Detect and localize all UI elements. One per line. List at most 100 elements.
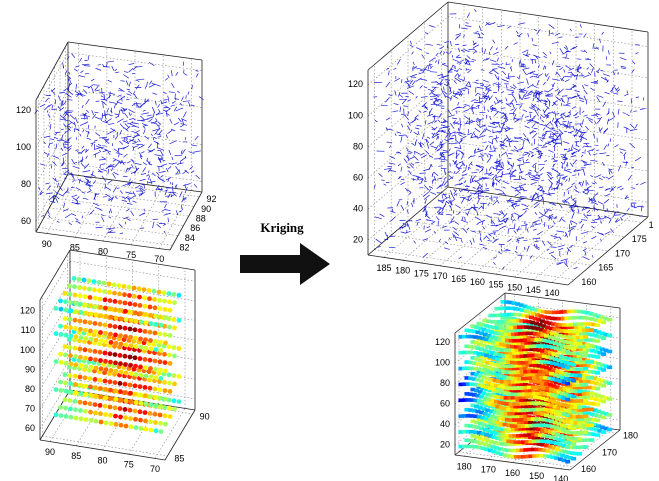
- sample-point: [158, 387, 163, 392]
- vector: [467, 13, 470, 18]
- vector: [556, 231, 564, 232]
- sample-point: [63, 325, 68, 330]
- vector: [423, 192, 428, 196]
- vector: [572, 183, 575, 185]
- vector: [552, 139, 560, 140]
- sample-point: [87, 278, 92, 283]
- surface-cell: [571, 363, 576, 367]
- vector: [563, 105, 571, 106]
- vector: [480, 131, 484, 135]
- vector: [529, 107, 536, 110]
- vector: [552, 60, 554, 65]
- x-tick-label: 185: [376, 263, 391, 273]
- vector: [515, 187, 518, 188]
- vector: [565, 170, 572, 173]
- vector: [143, 110, 146, 111]
- vector: [79, 179, 80, 184]
- vector: [543, 52, 547, 55]
- vector: [48, 114, 50, 118]
- vector: [412, 81, 415, 86]
- vector: [513, 163, 514, 167]
- vector: [96, 227, 103, 228]
- vector: [590, 175, 593, 177]
- vector: [176, 166, 178, 169]
- sample-point: [172, 354, 177, 359]
- sample-point: [113, 307, 118, 312]
- vector: [548, 186, 551, 192]
- surface-cell: [565, 382, 570, 386]
- sample-point: [143, 312, 148, 317]
- vector: [123, 217, 128, 219]
- sample-point: [79, 310, 84, 315]
- surface-cell: [577, 421, 582, 425]
- sample-point: [58, 299, 63, 304]
- vector: [593, 44, 594, 49]
- vector: [581, 232, 588, 234]
- sample-point: [73, 301, 78, 306]
- vector: [551, 226, 554, 228]
- vector: [163, 92, 167, 93]
- vector: [163, 99, 167, 100]
- z-tick-label: 60: [353, 172, 363, 182]
- sample-point: [137, 295, 142, 300]
- sample-point: [54, 306, 59, 311]
- vector: [516, 31, 518, 34]
- vector: [89, 188, 92, 192]
- vector: [456, 160, 457, 163]
- vector: [640, 182, 645, 184]
- vector: [134, 126, 139, 127]
- vector: [164, 231, 166, 233]
- sample-point: [67, 284, 72, 289]
- vector: [442, 194, 447, 195]
- vector: [495, 189, 501, 190]
- vector: [589, 152, 591, 156]
- vector: [591, 67, 593, 73]
- vector: [555, 234, 557, 235]
- vector: [469, 162, 472, 166]
- vector: [143, 129, 145, 134]
- vector: [506, 200, 514, 201]
- sample-point: [134, 319, 139, 324]
- vector: [584, 85, 588, 86]
- sample-point: [138, 409, 143, 414]
- vector: [473, 239, 474, 243]
- sample-point: [153, 395, 158, 400]
- vector: [535, 110, 538, 115]
- z-tick-label: 80: [25, 384, 35, 394]
- surface-cell: [601, 352, 606, 356]
- vector: [95, 207, 101, 210]
- vector: [421, 97, 427, 98]
- vector: [517, 191, 520, 193]
- vector: [94, 140, 98, 141]
- sample-point: [144, 374, 149, 379]
- vector: [79, 58, 81, 62]
- vector: [587, 182, 588, 184]
- vector: [506, 119, 508, 121]
- vector: [568, 121, 569, 126]
- vector: [491, 167, 494, 168]
- sample-point: [129, 424, 134, 429]
- vector: [569, 68, 574, 70]
- vector: [473, 45, 479, 48]
- vector: [450, 123, 454, 129]
- vector: [539, 138, 545, 139]
- vector: [564, 69, 565, 72]
- vector: [483, 247, 487, 248]
- vector: [61, 129, 64, 130]
- sample-point: [69, 334, 74, 339]
- vector: [602, 162, 604, 166]
- sample-point: [172, 382, 177, 387]
- vector: [82, 105, 83, 108]
- vector: [429, 189, 431, 192]
- surface-cell: [589, 360, 594, 364]
- sample-point: [103, 331, 108, 336]
- vector: [558, 37, 562, 38]
- vector: [50, 143, 53, 144]
- vector: [631, 206, 637, 208]
- vector: [49, 215, 51, 218]
- sample-point: [73, 407, 78, 412]
- vector: [465, 217, 466, 221]
- vector: [610, 89, 613, 92]
- vector: [158, 122, 161, 125]
- vector: [432, 179, 433, 184]
